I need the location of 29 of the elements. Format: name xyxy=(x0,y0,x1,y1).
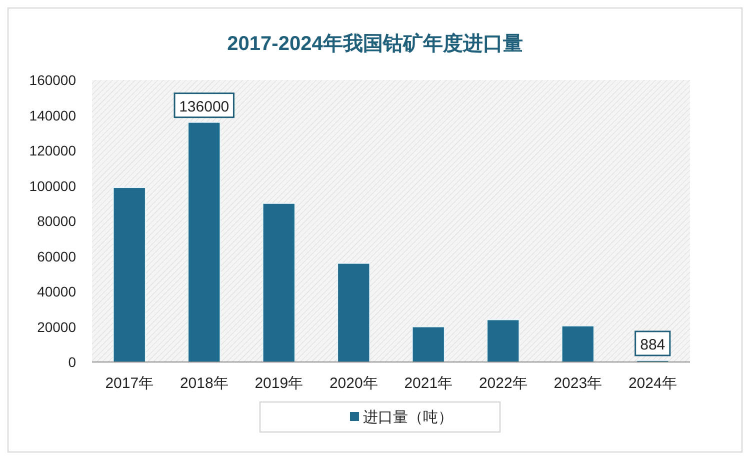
bar xyxy=(188,122,221,362)
x-tick-label: 2020年 xyxy=(329,375,378,392)
y-tick-label: 60000 xyxy=(37,248,76,264)
bar xyxy=(337,262,370,362)
x-tick-label: 2022年 xyxy=(478,375,528,392)
legend-label: 进口量（吨） xyxy=(363,409,453,426)
data-label: 884 xyxy=(640,336,666,354)
bar xyxy=(561,325,594,362)
x-tick-label: 2017年 xyxy=(105,375,154,392)
bar xyxy=(486,319,520,362)
y-tick-label: 160000 xyxy=(29,72,76,88)
x-tick-label: 2018年 xyxy=(180,375,228,392)
y-tick-label: 140000 xyxy=(29,107,76,124)
y-tick-label: 40000 xyxy=(37,284,76,300)
y-tick-label: 120000 xyxy=(29,142,76,158)
y-tick-label: 80000 xyxy=(37,213,76,229)
bar xyxy=(112,187,146,362)
x-tick-label: 2019年 xyxy=(254,375,304,392)
data-label: 136000 xyxy=(179,98,230,116)
y-tick-label: 100000 xyxy=(29,178,76,194)
chart-title: 2017-2024年我国钴矿年度进口量 xyxy=(227,32,523,55)
legend: 进口量（吨） xyxy=(260,402,500,432)
bar xyxy=(412,326,445,362)
y-tick-label: 0 xyxy=(68,354,76,370)
x-tick-label: 2021年 xyxy=(404,375,453,392)
y-tick-label: 20000 xyxy=(37,318,76,335)
bar xyxy=(262,202,296,362)
x-tick-label: 2023年 xyxy=(554,375,602,392)
x-tick-label: 2024年 xyxy=(628,375,677,392)
